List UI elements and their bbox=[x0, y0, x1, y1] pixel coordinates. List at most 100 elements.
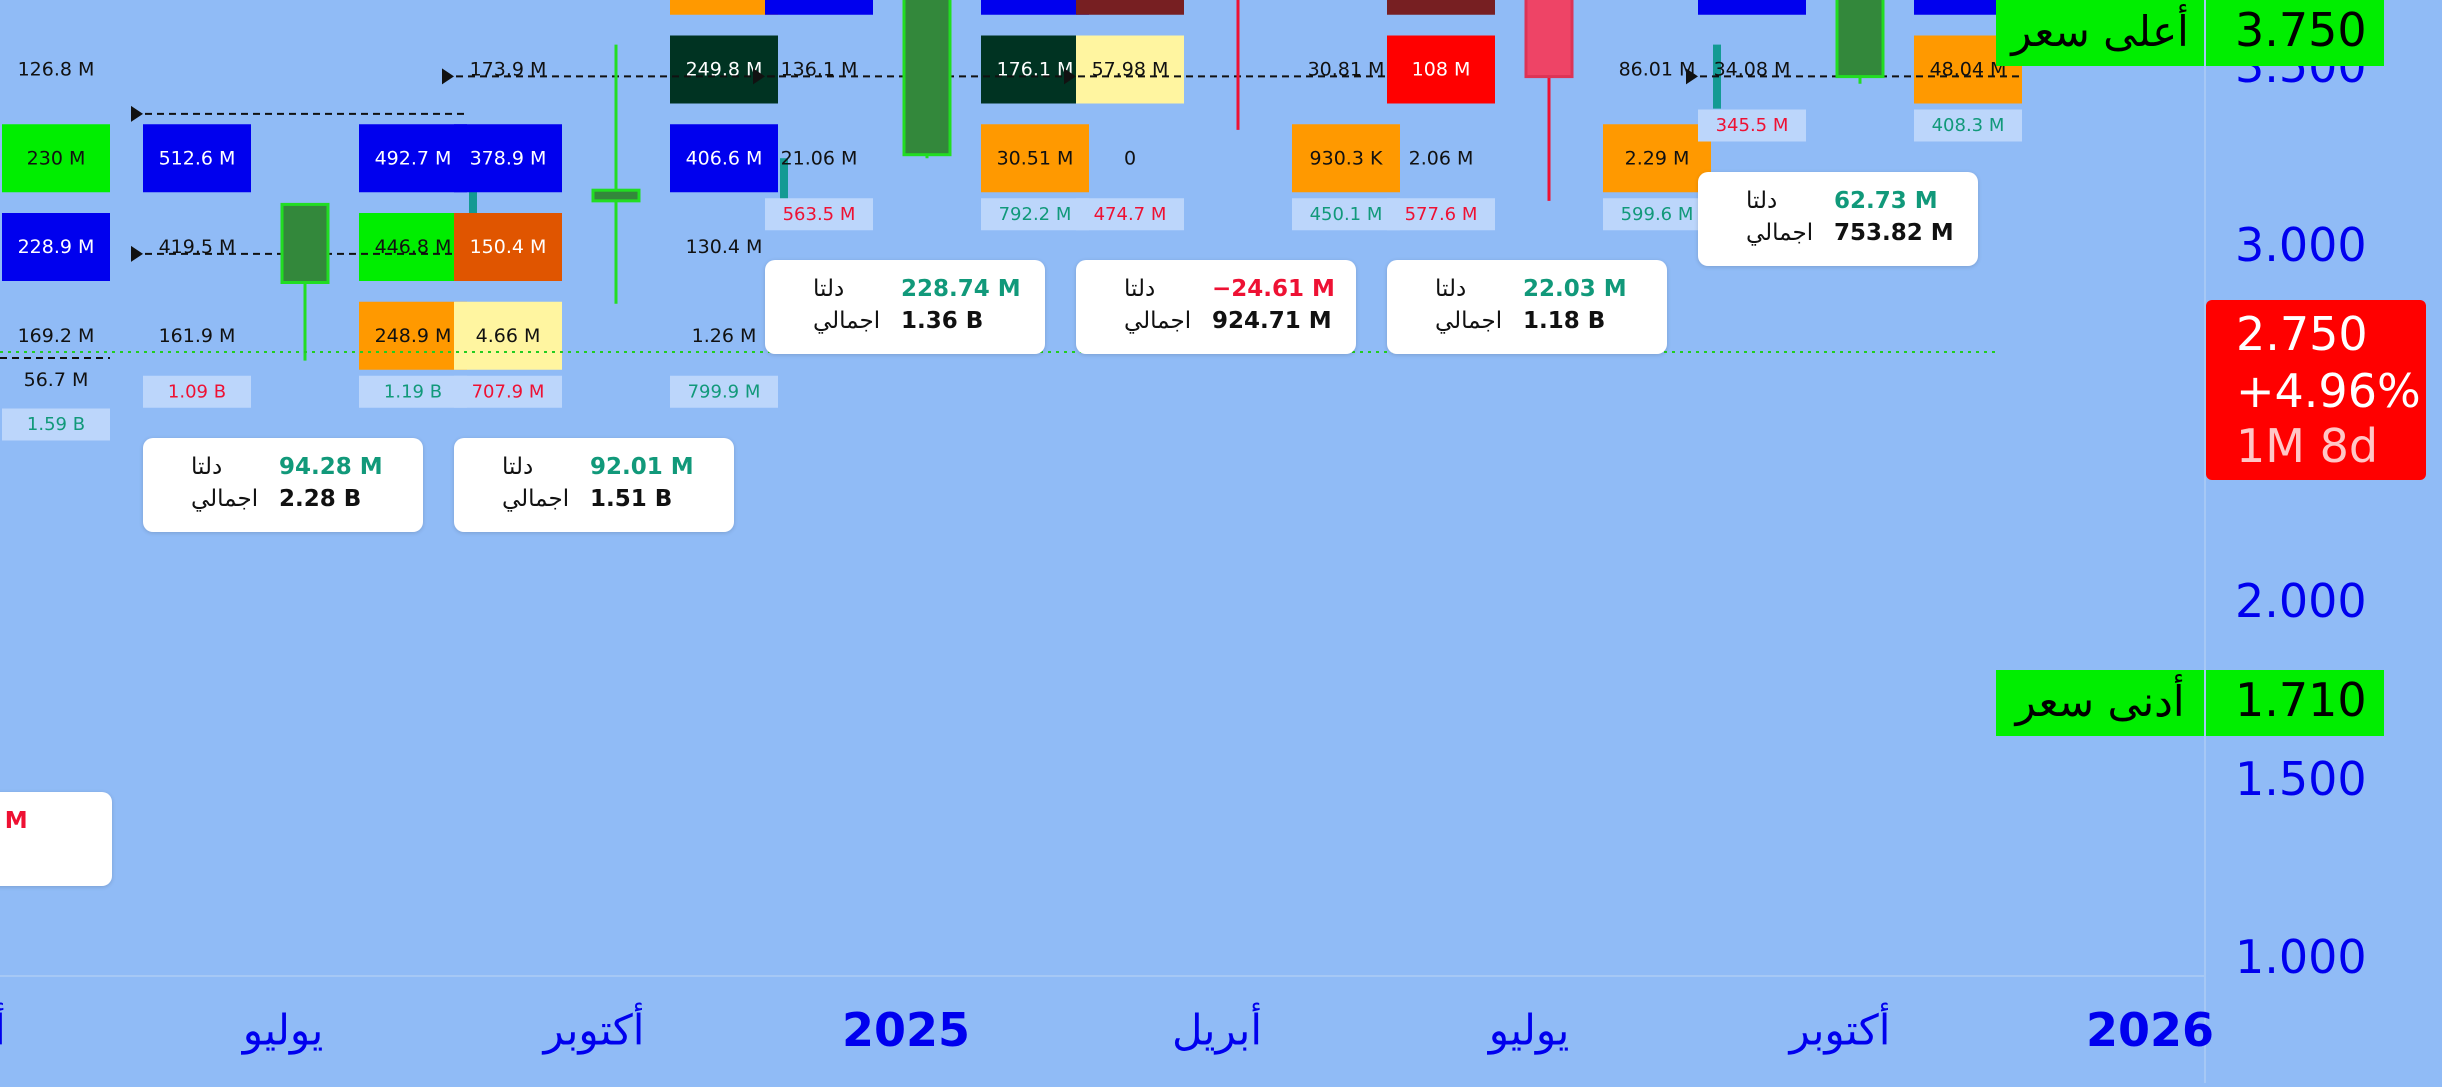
footprint-bar: 512.6 M 419.5 M 161.9 M 492.7 M 446.8 M 248.9… bbox=[131, 105, 477, 408]
volume-badge-text: 408.3 M bbox=[1932, 115, 2005, 136]
candle-body bbox=[1835, 0, 1885, 79]
volume-badge bbox=[1387, 198, 1495, 231]
cell-value: 2.29 M bbox=[1625, 147, 1690, 169]
total-value: 1.36 B bbox=[901, 308, 984, 335]
footprint-cell bbox=[670, 0, 778, 15]
x-axis-label: يوليو bbox=[1487, 1006, 1570, 1055]
cell-value: 1.26 M bbox=[692, 325, 757, 347]
x-axis-label: 2025 bbox=[842, 1003, 970, 1057]
footprint-bar: 80.2 M231.3 M34.08 M115.3 M244.9 M48.04 … bbox=[1686, 0, 2032, 142]
total-label: اجمالي bbox=[1746, 219, 1814, 246]
delta-value: 228.74 M bbox=[901, 276, 1021, 303]
x-axis-label: أبريل bbox=[1172, 1003, 1262, 1055]
cell-value: 230 M bbox=[27, 147, 86, 169]
footprint-cell bbox=[1387, 35, 1495, 104]
cell-value: 30.81 M bbox=[1308, 59, 1385, 81]
footprint-cell bbox=[2, 213, 110, 281]
volume-badge-text: 799.9 M bbox=[688, 381, 761, 402]
volume-badge-text: 577.6 M bbox=[1405, 204, 1478, 225]
delta-value: 22.03 M bbox=[1523, 276, 1627, 303]
volume-badge-text: 563.5 M bbox=[783, 204, 856, 225]
cell-value: 30.51 M bbox=[997, 147, 1074, 169]
volume-badge-text: 599.6 M bbox=[1621, 204, 1694, 225]
candle-body bbox=[591, 188, 641, 203]
delta-summary-card: دلتا 92.01 M اجمالي 1.51 B bbox=[454, 437, 734, 532]
volume-badge-text: 450.1 M bbox=[1310, 204, 1383, 225]
cell-value: 161.9 M bbox=[159, 325, 236, 347]
delta-row: دلتا0.61 M bbox=[0, 808, 28, 834]
y-axis-tick: 2.000 bbox=[2235, 574, 2367, 628]
delta-row: دلتا −24.61 M bbox=[1124, 276, 1335, 302]
footprint-cell bbox=[981, 124, 1089, 193]
delta-summary-card: دلتا 22.03 M اجمالي 1.18 B bbox=[1387, 260, 1667, 355]
poc-arrow bbox=[753, 68, 765, 85]
volume-badge bbox=[1292, 198, 1400, 231]
y-axis-tick: 1.000 bbox=[2235, 930, 2367, 984]
cell-value: 419.5 M bbox=[159, 236, 236, 258]
cell-value: 173.9 M bbox=[470, 59, 547, 81]
x-axis-label: يوليو bbox=[241, 1006, 324, 1055]
delta-row: دلتا 94.28 M bbox=[191, 454, 383, 480]
total-label: اجمالي bbox=[1435, 308, 1503, 335]
footprint-bar: 3.87 M264.2 M148.6 M57.98 M08.66 M313 M9… bbox=[1064, 0, 1400, 231]
delta-label: دلتا bbox=[1746, 187, 1778, 214]
total-row: اجمالي 924.71 M bbox=[1124, 308, 1332, 334]
footprint-cell bbox=[765, 0, 873, 15]
delta-value: 92.01 M bbox=[590, 453, 694, 480]
cell-value: 57.98 M bbox=[1092, 59, 1169, 81]
low-label: أدنى سعر bbox=[2013, 674, 2184, 726]
footprint-cell bbox=[359, 124, 467, 193]
volume-badge-text: 1.09 B bbox=[168, 381, 226, 402]
partial-bar: 199.2 M156.1 M171 M144.5 M93.91 M126.8 M… bbox=[0, 59, 110, 441]
total-label: اجمالي bbox=[1124, 308, 1192, 335]
total-value: 2.28 B bbox=[279, 485, 362, 512]
cell-value: 48.04 M bbox=[1930, 59, 2007, 81]
cell-value: 176.1 M bbox=[997, 59, 1074, 81]
delta-value: 94.28 M bbox=[279, 453, 383, 480]
x-axis-label: أ bbox=[0, 1003, 6, 1055]
volume-badge bbox=[670, 375, 778, 408]
cell-value: 446.8 M bbox=[375, 236, 452, 258]
cell-value: 56.7 M bbox=[24, 369, 89, 391]
footprint-cell bbox=[454, 213, 562, 281]
price-tag-price: 2.750 bbox=[2236, 307, 2368, 361]
volume-badge bbox=[765, 198, 873, 231]
delta-summary-card: دلتا −24.61 M اجمالي 924.71 M bbox=[1076, 260, 1356, 355]
footprint-cell bbox=[1387, 0, 1495, 15]
candle-body bbox=[280, 202, 330, 284]
volume-badge bbox=[981, 198, 1089, 231]
footprint-cell bbox=[670, 35, 778, 104]
volume-badge bbox=[1603, 198, 1711, 231]
volume-badge-text: 792.2 M bbox=[999, 204, 1072, 225]
cell-value: 108 M bbox=[1412, 59, 1471, 81]
delta-row: دلتا 92.01 M bbox=[502, 454, 694, 480]
cell-value: 34.08 M bbox=[1714, 59, 1791, 81]
cell-value: 378.9 M bbox=[470, 147, 547, 169]
volume-badge bbox=[1076, 198, 1184, 231]
delta-summary-card: دلتا 228.74 M اجمالي 1.36 B bbox=[765, 260, 1045, 355]
volume-badge-text: 707.9 M bbox=[472, 381, 545, 402]
delta-label: دلتا bbox=[502, 453, 534, 480]
cell-value: 130.4 M bbox=[686, 236, 763, 258]
delta-row: دلتا 228.74 M bbox=[813, 276, 1021, 302]
delta-label: دلتا bbox=[1435, 276, 1467, 303]
x-axis-label: 2026 bbox=[2086, 1003, 2214, 1057]
cell-value: 169.2 M bbox=[18, 325, 95, 347]
high-value: 3.750 bbox=[2235, 3, 2367, 57]
total-label: اجمالي bbox=[502, 485, 570, 512]
delta-label: دلتا bbox=[1124, 276, 1156, 303]
footprint-cell bbox=[359, 301, 467, 370]
total-row: اجمالي 1.36 B bbox=[813, 308, 983, 334]
cell-value: 512.6 M bbox=[159, 147, 236, 169]
delta-summary-card: دلتا0.61 Mاجمالي6 B bbox=[0, 792, 112, 886]
low-value-badge bbox=[2206, 670, 2384, 736]
delta-value: 62.73 M bbox=[1834, 187, 1938, 214]
cell-value: 4.66 M bbox=[476, 325, 541, 347]
x-axis-label: أكتوبر bbox=[1788, 1003, 1891, 1055]
cell-value: 228.9 M bbox=[18, 236, 95, 258]
total-value: 1.18 B bbox=[1523, 308, 1606, 335]
